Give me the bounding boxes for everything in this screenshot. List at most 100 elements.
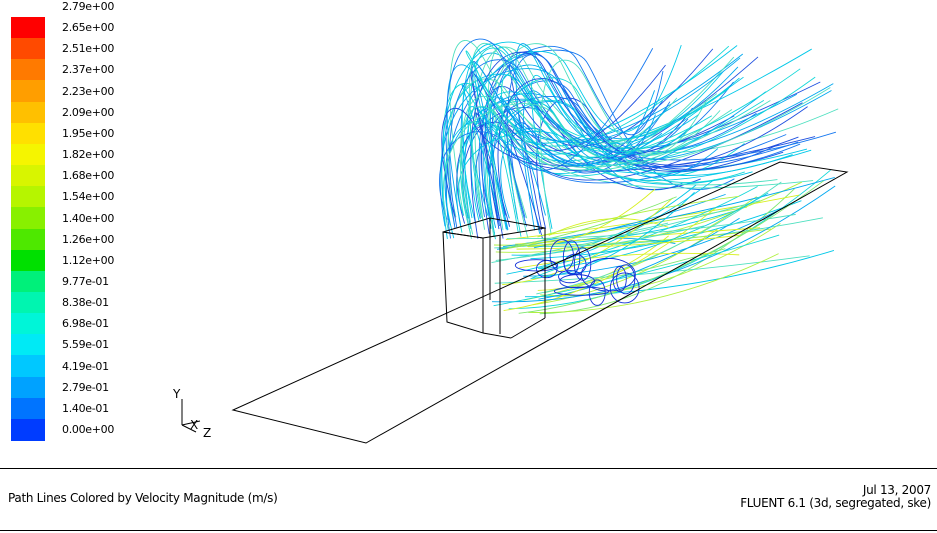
legend-tick-label: 1.40e+00 bbox=[62, 212, 115, 225]
pathline bbox=[502, 197, 674, 286]
legend-swatch bbox=[11, 355, 45, 377]
recirculation-loop bbox=[563, 253, 587, 275]
pathline bbox=[500, 91, 767, 219]
footer-divider-bottom bbox=[0, 530, 937, 531]
legend-tick-label: 2.37e+00 bbox=[62, 63, 115, 76]
legend-swatch bbox=[11, 398, 45, 420]
pathline bbox=[442, 87, 831, 230]
recirculation-loop bbox=[514, 259, 559, 272]
pathline bbox=[445, 38, 837, 229]
pathline bbox=[447, 78, 778, 218]
pathline bbox=[488, 46, 678, 231]
pathline bbox=[449, 59, 799, 228]
pathline bbox=[439, 48, 654, 220]
pathline bbox=[530, 74, 793, 229]
recirculation-loop bbox=[588, 279, 606, 306]
pathline bbox=[506, 213, 796, 240]
legend-swatch bbox=[11, 250, 45, 272]
pathline-scene: Y X Z bbox=[172, 38, 849, 444]
pathline bbox=[489, 101, 719, 229]
pathline bbox=[489, 77, 745, 240]
pathline bbox=[474, 46, 839, 230]
legend-tick-label: 0.00e+00 bbox=[62, 423, 115, 436]
legend-tick-label: 1.82e+00 bbox=[62, 148, 115, 161]
pathline bbox=[474, 57, 741, 231]
legend-tick-label: 1.12e+00 bbox=[62, 254, 115, 267]
recirculation-loop bbox=[580, 257, 636, 292]
legend-swatch bbox=[11, 38, 45, 60]
legend-tick-label: 8.38e-01 bbox=[62, 296, 109, 309]
recirculation-loop bbox=[559, 274, 596, 289]
pathline bbox=[519, 252, 740, 269]
legend-swatch bbox=[11, 59, 45, 81]
footer-date: Jul 13, 2007 bbox=[862, 483, 931, 497]
legend-swatch bbox=[11, 102, 45, 124]
legend-swatch bbox=[11, 165, 45, 187]
pathline bbox=[495, 225, 706, 261]
pathline bbox=[528, 253, 779, 313]
pathline bbox=[515, 227, 761, 245]
pathline bbox=[537, 195, 740, 238]
legend-tick-label: 2.09e+00 bbox=[62, 106, 115, 119]
pathline bbox=[480, 125, 787, 234]
legend-tick-label: 2.23e+00 bbox=[62, 85, 115, 98]
pathline bbox=[524, 249, 835, 298]
color-legend: 2.79e+00 2.65e+00 2.51e+00 2.37e+00 2.23e+00… bbox=[0, 0, 140, 460]
legend-swatch bbox=[11, 80, 45, 102]
pathline bbox=[527, 188, 656, 247]
ground-plane bbox=[231, 161, 849, 444]
pathline bbox=[501, 68, 801, 237]
recirculation-loop bbox=[562, 240, 581, 276]
legend-swatch bbox=[11, 271, 45, 293]
footer-solver-info: FLUENT 6.1 (3d, segregated, ske) bbox=[740, 496, 931, 510]
legend-swatch bbox=[11, 17, 45, 39]
pathline bbox=[486, 43, 721, 238]
box-obstacle bbox=[442, 217, 546, 339]
legend-swatch bbox=[11, 292, 45, 314]
recirculation-loop bbox=[616, 264, 636, 295]
pathline bbox=[459, 100, 771, 239]
legend-tick-label: 2.51e+00 bbox=[62, 42, 115, 55]
pathline bbox=[532, 228, 718, 306]
legend-tick-label: 4.19e-01 bbox=[62, 360, 109, 373]
legend-tick-label: 1.54e+00 bbox=[62, 190, 115, 203]
pathline bbox=[502, 177, 835, 248]
pathline bbox=[441, 73, 753, 231]
pathline bbox=[449, 40, 753, 217]
legend-tick-label: 1.26e+00 bbox=[62, 233, 115, 246]
legend-tick-label: 6.98e-01 bbox=[62, 317, 109, 330]
pathline bbox=[439, 68, 656, 227]
legend-tick-label: 2.65e+00 bbox=[62, 21, 115, 34]
pathline bbox=[465, 50, 713, 233]
footer-divider-top bbox=[0, 468, 937, 469]
pathline bbox=[539, 192, 769, 270]
axis-label-x: X bbox=[190, 418, 198, 432]
recirculation-loop bbox=[558, 270, 582, 284]
pathline bbox=[441, 107, 816, 219]
pathline bbox=[461, 43, 700, 219]
pathline bbox=[497, 78, 784, 216]
pathline bbox=[510, 101, 671, 227]
legend-swatch bbox=[11, 207, 45, 229]
legend-tick-label: 1.68e+00 bbox=[62, 169, 115, 182]
pathline bbox=[537, 186, 758, 269]
pathline bbox=[494, 255, 810, 284]
pathline bbox=[474, 74, 808, 230]
legend-swatch bbox=[11, 186, 45, 208]
axis-label-y: Y bbox=[172, 387, 181, 401]
recirculation-loop bbox=[609, 272, 640, 304]
pathline bbox=[530, 191, 695, 279]
axis-label-z: Z bbox=[203, 426, 211, 440]
legend-swatch bbox=[11, 313, 45, 335]
legend-swatch bbox=[11, 377, 45, 399]
legend-swatch bbox=[11, 334, 45, 356]
legend-tick-label: 5.59e-01 bbox=[62, 338, 109, 351]
legend-tick-label: 1.40e-01 bbox=[62, 402, 109, 415]
legend-tick-label: 1.95e+00 bbox=[62, 127, 115, 140]
legend-swatch bbox=[11, 144, 45, 166]
legend-swatch bbox=[11, 229, 45, 251]
pathlines bbox=[439, 38, 839, 315]
legend-tick-label: 2.79e+00 bbox=[62, 0, 115, 13]
pathline bbox=[461, 45, 738, 218]
pathline bbox=[532, 239, 669, 279]
